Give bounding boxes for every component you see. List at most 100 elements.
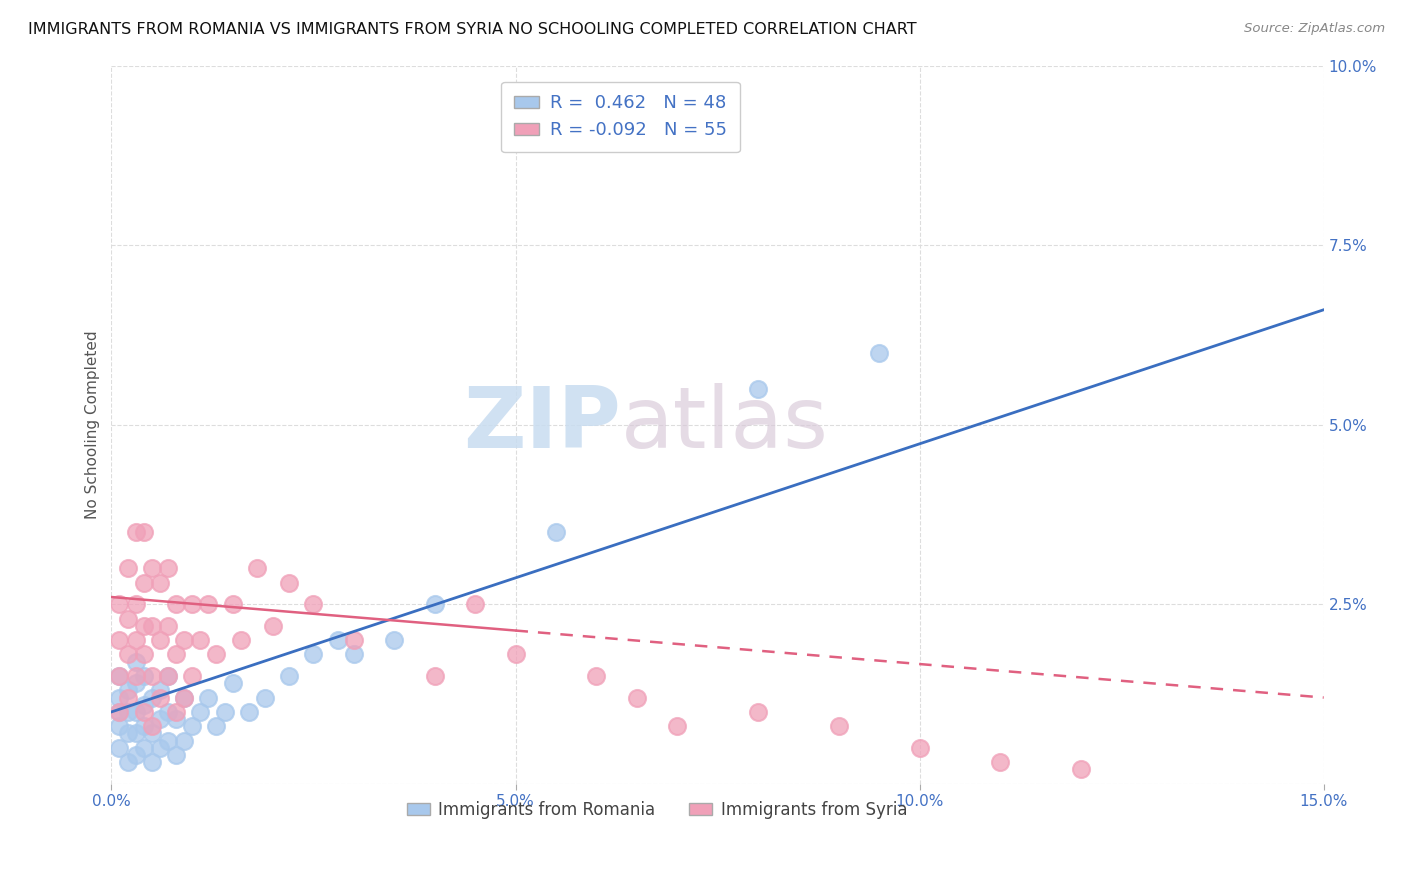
Point [868,346,890,360]
Point [124,747,146,762]
Point [149,740,172,755]
Point [108,740,131,755]
Point [132,705,155,719]
Point [165,747,187,762]
Point [124,655,146,669]
Point [132,719,155,733]
Point [205,719,228,733]
Point [246,561,269,575]
Point [108,597,131,611]
Point [156,619,179,633]
Point [173,633,195,648]
Text: IMMIGRANTS FROM ROMANIA VS IMMIGRANTS FROM SYRIA NO SCHOOLING COMPLETED CORRELAT: IMMIGRANTS FROM ROMANIA VS IMMIGRANTS FR… [28,22,917,37]
Point [117,755,139,769]
Point [156,733,179,747]
Point [124,633,146,648]
Point [165,597,187,611]
Point [1070,763,1092,777]
Point [156,561,179,575]
Point [149,633,172,648]
Point [117,561,139,575]
Point [229,633,252,648]
Point [666,719,689,733]
Point [108,690,131,705]
Point [132,698,155,712]
Point [108,719,131,733]
Point [423,669,446,683]
Point [132,648,155,662]
Point [141,719,163,733]
Point [124,669,146,683]
Point [205,648,228,662]
Point [423,597,446,611]
Point [221,676,243,690]
Point [181,669,204,683]
Point [108,705,131,719]
Point [132,575,155,590]
Point [188,705,211,719]
Point [214,705,236,719]
Point [626,690,648,705]
Point [828,719,851,733]
Point [117,683,139,698]
Point [124,726,146,740]
Point [238,705,260,719]
Point [108,633,131,648]
Point [188,633,211,648]
Point [141,755,163,769]
Point [117,690,139,705]
Point [156,705,179,719]
Point [173,733,195,747]
Y-axis label: No Schooling Completed: No Schooling Completed [86,330,100,519]
Point [132,740,155,755]
Point [908,740,931,755]
Point [544,525,567,540]
Point [117,726,139,740]
Point [141,561,163,575]
Point [108,669,131,683]
Point [262,619,284,633]
Point [585,669,607,683]
Point [132,619,155,633]
Point [278,575,301,590]
Point [108,705,131,719]
Point [156,669,179,683]
Point [149,712,172,726]
Point [149,690,172,705]
Point [165,705,187,719]
Point [382,633,405,648]
Point [132,525,155,540]
Point [117,611,139,625]
Point [326,633,349,648]
Point [253,690,276,705]
Point [173,690,195,705]
Point [747,705,769,719]
Point [990,755,1012,769]
Point [156,669,179,683]
Legend: Immigrants from Romania, Immigrants from Syria: Immigrants from Romania, Immigrants from… [401,795,914,826]
Point [505,648,527,662]
Point [141,726,163,740]
Point [117,705,139,719]
Point [124,597,146,611]
Point [464,597,486,611]
Point [124,705,146,719]
Point [149,575,172,590]
Point [181,719,204,733]
Point [124,525,146,540]
Point [124,676,146,690]
Point [181,597,204,611]
Point [165,648,187,662]
Point [132,669,155,683]
Point [747,382,769,396]
Point [302,648,325,662]
Point [141,690,163,705]
Point [197,690,219,705]
Point [173,690,195,705]
Point [141,669,163,683]
Point [343,633,366,648]
Point [149,683,172,698]
Text: Source: ZipAtlas.com: Source: ZipAtlas.com [1244,22,1385,36]
Text: atlas: atlas [620,384,828,467]
Point [197,597,219,611]
